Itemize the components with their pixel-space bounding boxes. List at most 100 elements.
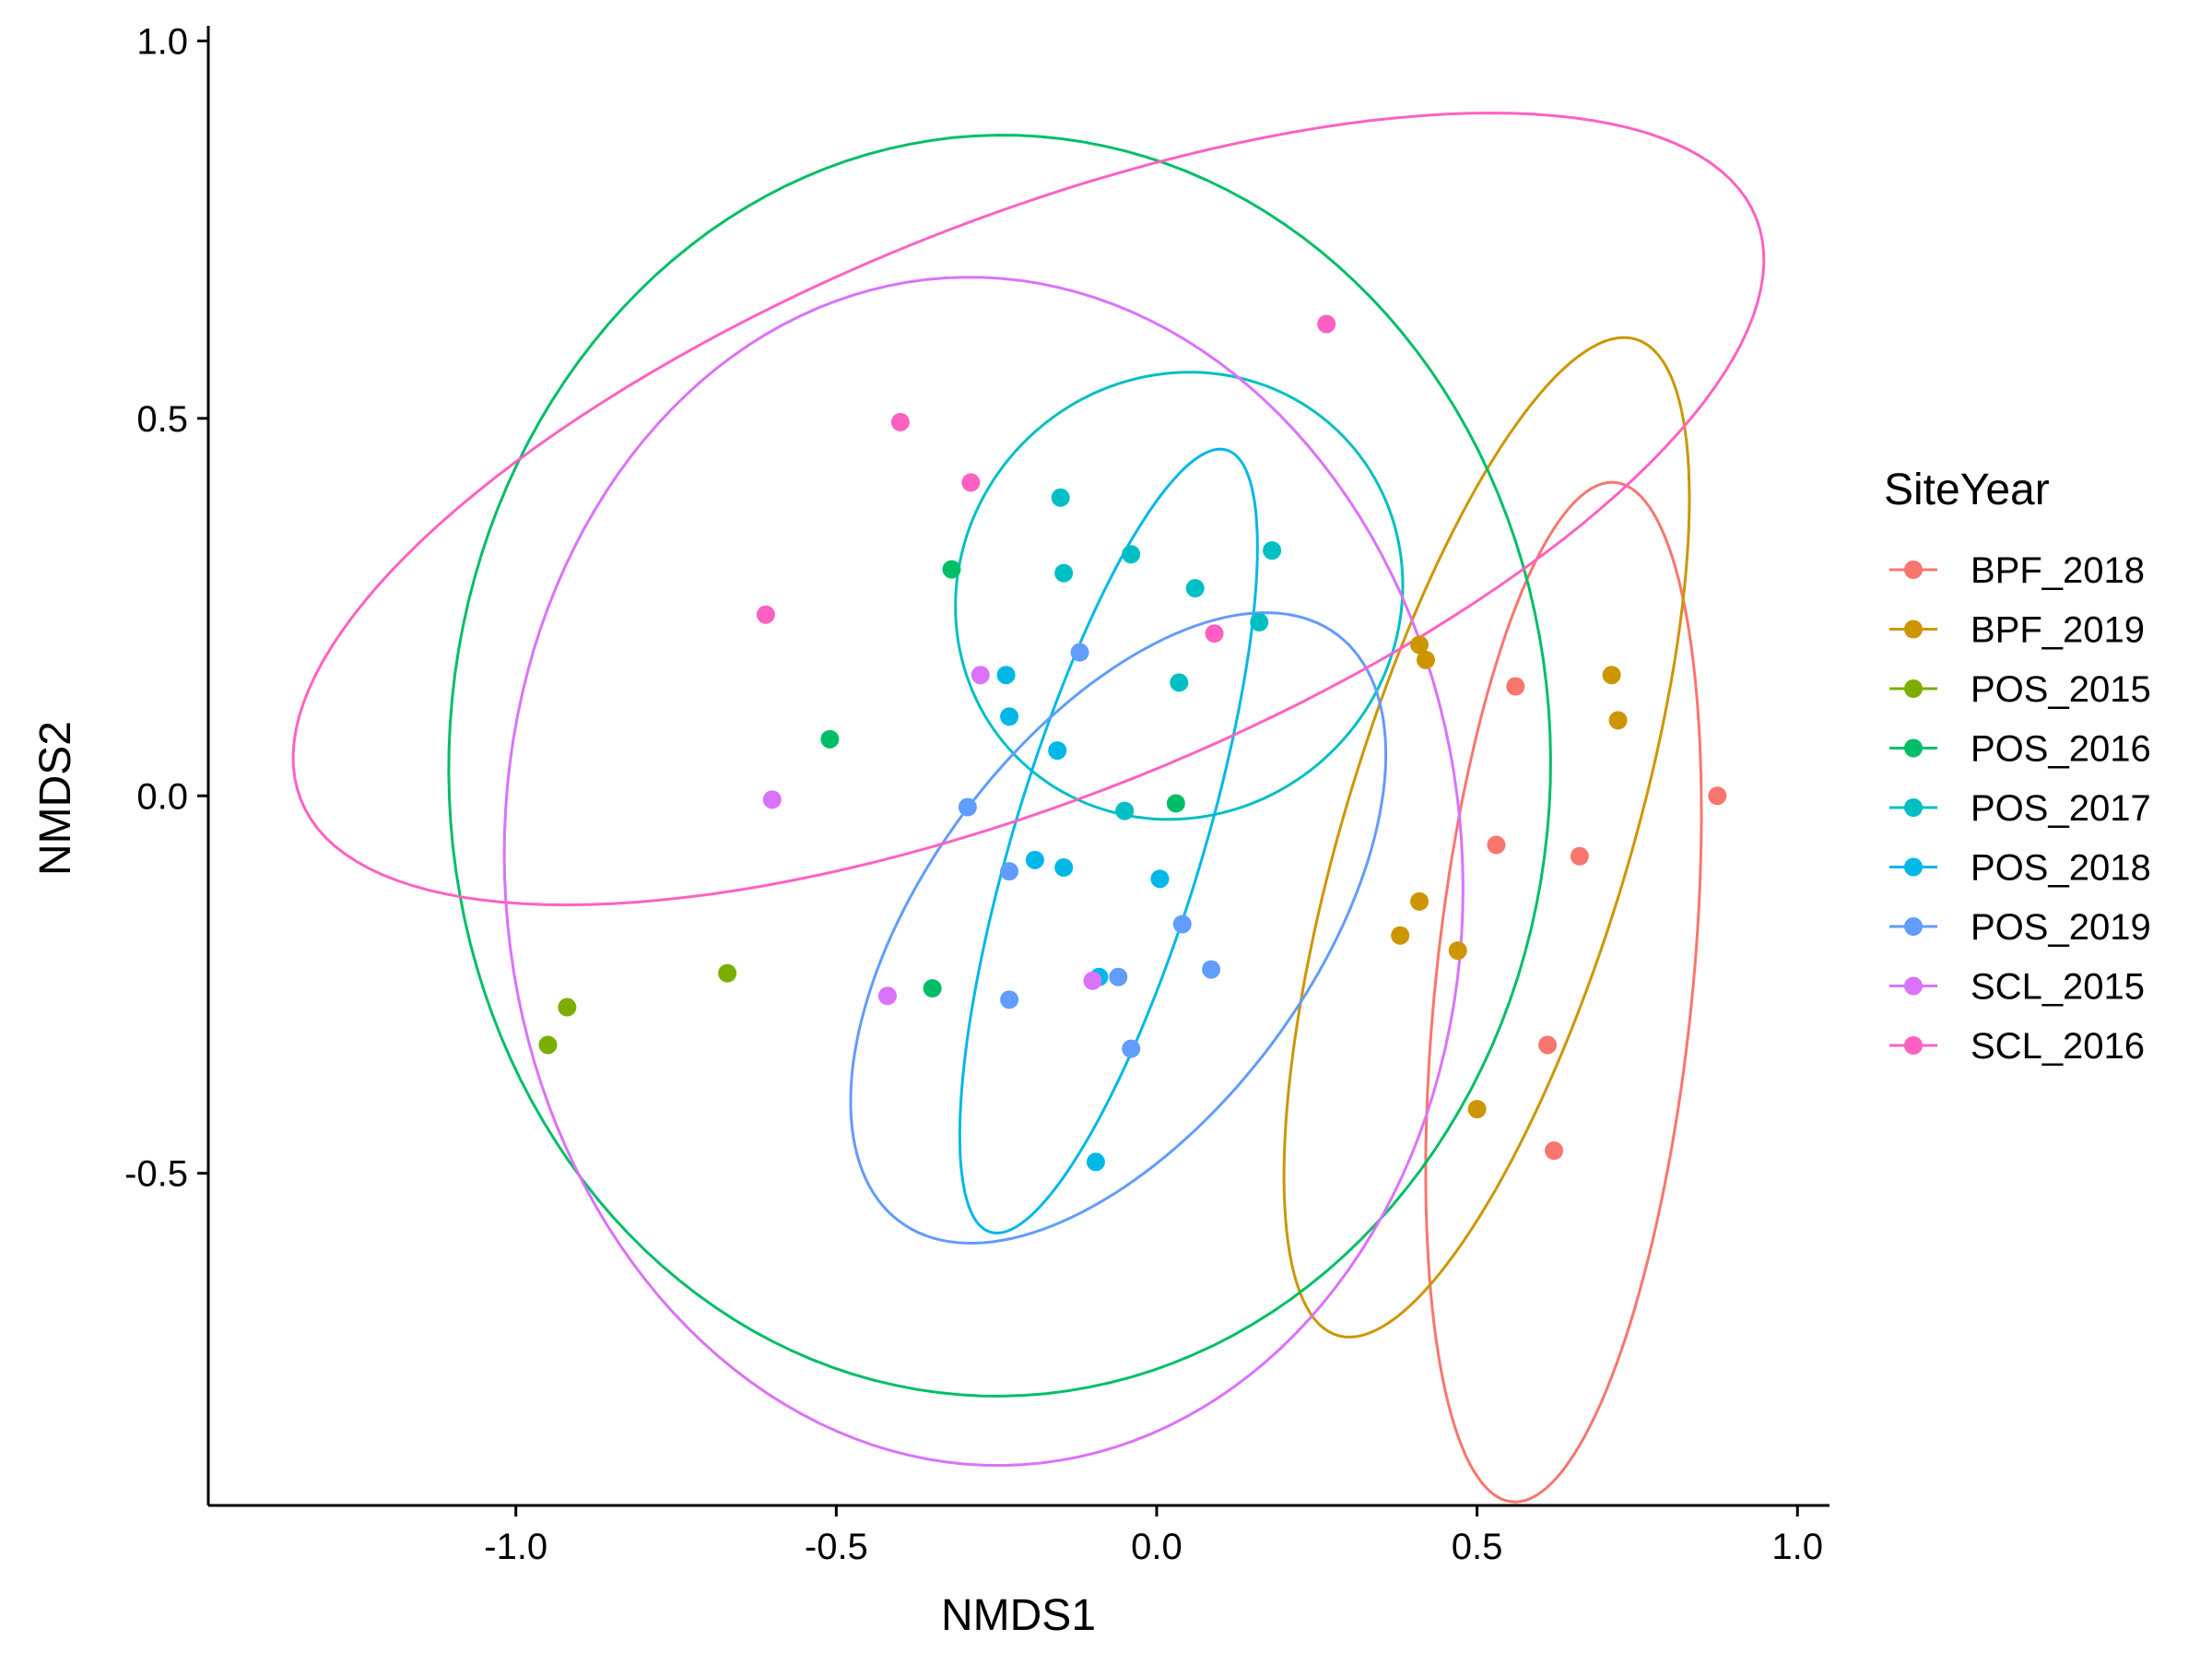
- point-bpf-2019: [1608, 711, 1628, 730]
- legend-label: POS_2019: [1971, 907, 2151, 948]
- point-pos-2019: [1202, 960, 1221, 979]
- point-bpf-2019: [1602, 666, 1621, 685]
- point-pos-2019: [1000, 862, 1019, 881]
- x-axis-title: NMDS1: [941, 1591, 1096, 1640]
- point-pos-2017: [1185, 579, 1205, 598]
- x-tick-label: -0.5: [805, 1527, 868, 1567]
- point-pos-2016: [942, 560, 961, 579]
- x-tick-label: 0.0: [1131, 1527, 1182, 1567]
- ellipse-pos-2017: [954, 371, 1405, 821]
- point-pos-2017: [1054, 563, 1074, 583]
- legend: SiteYear BPF_2018 BPF_2019 POS_2015 POS_201…: [1884, 466, 2151, 1067]
- legend-label: POS_2017: [1971, 788, 2151, 829]
- point-pos-2017: [1115, 801, 1135, 820]
- y-tick-label: 0.5: [136, 399, 188, 440]
- point-pos-2018: [1054, 858, 1074, 878]
- legend-key-point: [1904, 561, 1923, 579]
- point-scl-2016: [890, 412, 910, 431]
- x-axis-ticks: -1.0 -0.5 0.0 0.5 1.0: [484, 1505, 1823, 1567]
- point-pos-2017: [1170, 673, 1189, 692]
- point-bpf-2018: [1538, 1035, 1558, 1055]
- x-tick-label: 0.5: [1452, 1527, 1503, 1567]
- point-pos-2015: [718, 963, 737, 983]
- point-pos-2018: [1000, 707, 1019, 726]
- y-axis-title: NMDS2: [31, 721, 80, 876]
- point-pos-2018: [1086, 1152, 1105, 1172]
- legend-key-point: [1904, 917, 1923, 936]
- point-pos-2017: [1263, 541, 1282, 561]
- legend-item-scl-2016: SCL_2016: [1889, 1026, 2145, 1067]
- ellipses-layer: [291, 112, 1766, 1504]
- point-pos-2015: [538, 1035, 558, 1055]
- ellipse-pos-2016: [447, 134, 1552, 1398]
- ellipse-bpf-2019: [1282, 336, 1691, 1339]
- axes-layer: [206, 26, 1830, 1507]
- point-bpf-2018: [1708, 786, 1727, 806]
- ellipse-pos-2019: [849, 611, 1388, 1245]
- point-scl-2015: [1083, 971, 1102, 990]
- legend-item-pos-2019: POS_2019: [1889, 907, 2151, 948]
- y-tick-label: 1.0: [136, 21, 188, 62]
- points-layer: [538, 314, 1727, 1172]
- ellipse-scl-2016: [291, 112, 1766, 907]
- point-bpf-2019: [1410, 891, 1430, 911]
- legend-key-point: [1904, 857, 1923, 877]
- point-bpf-2019: [1416, 650, 1435, 669]
- point-pos-2015: [558, 997, 577, 1017]
- point-pos-2017: [1250, 612, 1269, 631]
- y-tick-label: -0.5: [124, 1154, 188, 1195]
- point-pos-2016: [923, 979, 942, 998]
- x-tick-label: -1.0: [484, 1527, 547, 1567]
- point-scl-2016: [1317, 314, 1336, 334]
- legend-item-pos-2017: POS_2017: [1889, 788, 2151, 829]
- legend-label: BPF_2018: [1971, 550, 2145, 591]
- y-tick-label: 0.0: [136, 776, 188, 817]
- legend-title: SiteYear: [1884, 466, 2050, 514]
- point-scl-2015: [971, 666, 990, 685]
- point-pos-2018: [1025, 850, 1044, 869]
- legend-label: SCL_2015: [1971, 967, 2145, 1008]
- point-scl-2016: [756, 605, 775, 624]
- legend-item-pos-2016: POS_2016: [1889, 729, 2151, 770]
- point-bpf-2018: [1570, 846, 1589, 866]
- legend-item-pos-2015: POS_2015: [1889, 669, 2151, 710]
- legend-label: BPF_2019: [1971, 610, 2145, 651]
- point-pos-2019: [1109, 967, 1128, 986]
- legend-item-bpf-2018: BPF_2018: [1889, 550, 2145, 591]
- point-pos-2019: [1122, 1039, 1141, 1058]
- point-pos-2017: [1051, 488, 1070, 507]
- point-pos-2017: [1122, 545, 1141, 564]
- point-pos-2019: [1172, 915, 1192, 934]
- point-bpf-2019: [1391, 926, 1410, 945]
- legend-item-pos-2018: POS_2018: [1889, 848, 2151, 889]
- legend-key-point: [1904, 976, 1923, 996]
- point-scl-2016: [961, 473, 981, 492]
- legend-item-bpf-2019: BPF_2019: [1889, 610, 2145, 651]
- point-pos-2018: [996, 666, 1016, 685]
- legend-label: SCL_2016: [1971, 1026, 2145, 1067]
- point-scl-2015: [762, 790, 782, 809]
- legend-key-point: [1904, 679, 1923, 698]
- point-pos-2016: [820, 729, 840, 749]
- point-pos-2019: [1070, 643, 1089, 662]
- point-pos-2019: [958, 797, 977, 817]
- point-bpf-2018: [1487, 835, 1506, 855]
- point-bpf-2019: [1410, 635, 1430, 655]
- point-bpf-2018: [1506, 677, 1525, 696]
- point-scl-2016: [1205, 624, 1224, 643]
- ellipse-bpf-2018: [1424, 480, 1703, 1504]
- legend-items: BPF_2018 BPF_2019 POS_2015 POS_2016 POS_2017…: [1889, 550, 2151, 1067]
- legend-key-point: [1904, 738, 1923, 758]
- point-scl-2015: [877, 986, 897, 1006]
- point-pos-2018: [1150, 869, 1170, 889]
- point-pos-2018: [1048, 741, 1067, 761]
- y-axis-ticks: -0.5 0.0 0.5 1.0: [124, 21, 208, 1195]
- legend-key-point: [1904, 798, 1923, 817]
- ellipse-pos-2018: [958, 447, 1259, 1235]
- point-bpf-2018: [1545, 1141, 1564, 1161]
- legend-key-point: [1904, 1036, 1923, 1055]
- point-pos-2016: [1166, 794, 1185, 813]
- legend-label: POS_2016: [1971, 729, 2151, 770]
